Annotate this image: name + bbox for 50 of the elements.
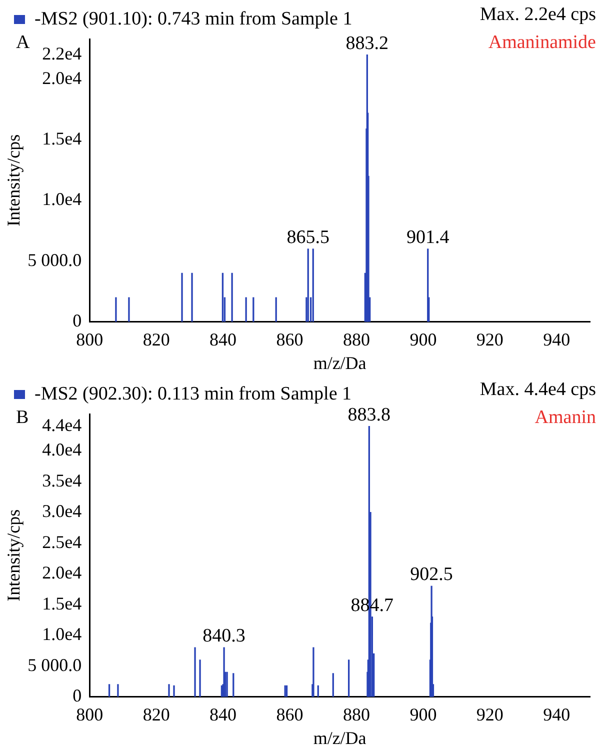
legend-label: -MS2 (901.10): 0.743 min from Sample 1 [34, 8, 352, 30]
legend-label: -MS2 (902.30): 0.113 min from Sample 1 [34, 383, 352, 404]
x-tick-label: 860 [276, 704, 304, 724]
x-tick-label: 900 [410, 329, 437, 350]
x-tick-label: 880 [342, 704, 370, 724]
annotation: 883.8 [348, 404, 391, 426]
x-tick-label: 940 [543, 704, 570, 724]
y-tick-label: 1.0e4 [42, 624, 82, 644]
x-tick-label: 840 [210, 704, 237, 724]
annotation: 901.4 [406, 226, 450, 248]
x-axis-title: m/z/Da [313, 352, 366, 373]
y-tick-label: 2.5e4 [42, 532, 82, 552]
x-tick-label: 920 [476, 704, 504, 724]
y-tick-label: 1.5e4 [42, 128, 82, 148]
text: Max. 2.2e4 cps [480, 4, 596, 25]
x-tick-label: 820 [142, 329, 170, 350]
text: A [16, 32, 30, 53]
x-tick-label: 800 [76, 329, 104, 350]
y-tick-label: 0 [72, 686, 82, 706]
y-tick-label: 2.2e4 [42, 44, 82, 64]
annotation: 902.5 [410, 564, 453, 586]
y-tick-label: 1.0e4 [42, 189, 82, 210]
x-axis-title: m/z/Da [313, 728, 366, 748]
y-axis-title: Intensity/cps [4, 509, 24, 602]
x-tick-label: 880 [342, 329, 370, 350]
y-tick-label: 4.0e4 [42, 440, 82, 460]
y-tick-label: 2.0e4 [42, 68, 82, 88]
annotation: Amaninamide [488, 32, 596, 53]
annotation: Amanin [534, 407, 596, 428]
y-tick-label: 5 000.0 [28, 654, 82, 675]
y-tick-label: 2.0e4 [42, 562, 82, 583]
annotation: 883.2 [346, 32, 389, 54]
x-tick-label: 820 [142, 704, 170, 724]
x-tick-label: 900 [410, 704, 437, 724]
y-tick-label: 1.5e4 [42, 593, 82, 614]
x-tick-label: 840 [210, 329, 237, 350]
text: B [16, 407, 29, 428]
annotation: 865.5 [286, 226, 330, 248]
y-tick-label: 5 000.0 [28, 250, 82, 270]
y-axis-title: Intensity/cps [4, 134, 24, 226]
x-tick-label: 800 [76, 704, 104, 724]
y-tick-label: 0 [72, 310, 82, 331]
x-tick-label: 940 [543, 329, 570, 350]
annotation: 840.3 [202, 626, 246, 647]
text: Max. 4.4e4 cps [480, 379, 596, 400]
x-tick-label: 860 [276, 329, 304, 350]
y-tick-label: 3.5e4 [42, 470, 82, 490]
x-tick-label: 920 [476, 329, 504, 350]
y-tick-label: 3.0e4 [42, 501, 82, 522]
y-tick-label: 4.4e4 [42, 415, 82, 436]
